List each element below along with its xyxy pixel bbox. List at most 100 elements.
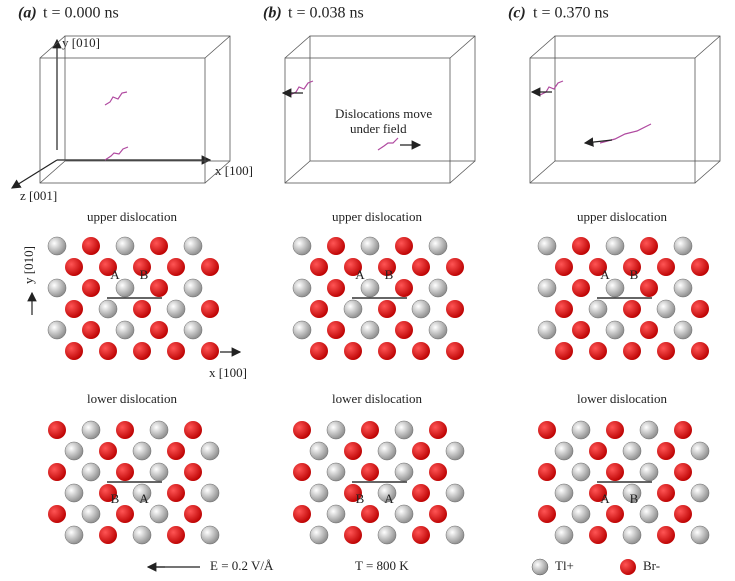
ion [201, 258, 219, 276]
site-label: B [140, 267, 149, 282]
ion [606, 505, 624, 523]
ion [361, 463, 379, 481]
lower-title: lower dislocation [87, 391, 177, 406]
ion [657, 258, 675, 276]
ion [674, 279, 692, 297]
ion [572, 237, 590, 255]
ion [378, 442, 396, 460]
ion [65, 258, 83, 276]
ion [606, 321, 624, 339]
ion [538, 237, 556, 255]
ion [657, 442, 675, 460]
ion [48, 321, 66, 339]
panel-time: t = 0.000 ns [43, 5, 119, 22]
ion [65, 526, 83, 544]
ion [640, 279, 658, 297]
ion [657, 526, 675, 544]
ion [184, 463, 202, 481]
ion [293, 279, 311, 297]
ion [82, 463, 100, 481]
ion [640, 237, 658, 255]
figure: y [010] x [100] y [010] x [100] z [001] … [0, 0, 735, 581]
ion [572, 421, 590, 439]
ion [167, 442, 185, 460]
ion [378, 300, 396, 318]
ion [82, 421, 100, 439]
box-x-axis: x [100] [215, 163, 253, 178]
ion [133, 342, 151, 360]
ion [133, 526, 151, 544]
ion [538, 463, 556, 481]
ion [116, 321, 134, 339]
ion [167, 342, 185, 360]
ion [412, 342, 430, 360]
ion [691, 526, 709, 544]
box-edge [530, 161, 555, 183]
ion [555, 484, 573, 502]
ion [167, 300, 185, 318]
ion [293, 505, 311, 523]
ion [538, 505, 556, 523]
lower-title: lower dislocation [577, 391, 667, 406]
ion [48, 237, 66, 255]
ion [65, 342, 83, 360]
ion [555, 300, 573, 318]
ion [310, 442, 328, 460]
ion [184, 421, 202, 439]
box-edge [285, 161, 310, 183]
ion [395, 505, 413, 523]
ion [555, 342, 573, 360]
ion [429, 505, 447, 523]
lower-title: lower dislocation [332, 391, 422, 406]
ion [572, 505, 590, 523]
ion [327, 505, 345, 523]
ion [640, 421, 658, 439]
dislocation [105, 147, 128, 160]
figure-body: y [010] x [100] y [010] x [100] z [001] … [12, 5, 720, 575]
ion [327, 321, 345, 339]
box-y-axis: y [010] [62, 35, 100, 50]
site-label: A [110, 267, 120, 282]
legend-label: Tl+ [555, 558, 574, 573]
ion [606, 463, 624, 481]
ion [412, 442, 430, 460]
ion [99, 526, 117, 544]
site-label: A [600, 267, 610, 282]
ion [327, 279, 345, 297]
ion [361, 505, 379, 523]
ion [395, 279, 413, 297]
ion [310, 484, 328, 502]
upper-title: upper dislocation [577, 209, 667, 224]
ion [201, 526, 219, 544]
ion [395, 237, 413, 255]
ion [674, 463, 692, 481]
ion [116, 463, 134, 481]
ion [344, 526, 362, 544]
site-label: A [139, 491, 149, 506]
lattice-y-axis: y [010] [21, 246, 36, 284]
lattice-x-axis: x [100] [209, 365, 247, 380]
ion [184, 321, 202, 339]
ion [48, 421, 66, 439]
temperature-label: T = 800 K [355, 558, 409, 573]
ion [589, 342, 607, 360]
ion [378, 342, 396, 360]
ion [606, 421, 624, 439]
ion [555, 258, 573, 276]
ion [429, 279, 447, 297]
ion [116, 421, 134, 439]
ion [150, 279, 168, 297]
ion [691, 342, 709, 360]
ion [201, 442, 219, 460]
box-edge [450, 161, 475, 183]
ion [167, 484, 185, 502]
ion [82, 321, 100, 339]
ion [327, 463, 345, 481]
ion [589, 300, 607, 318]
ion [99, 300, 117, 318]
ion [184, 237, 202, 255]
ion [691, 442, 709, 460]
ion [657, 342, 675, 360]
ion [310, 342, 328, 360]
ion [48, 279, 66, 297]
